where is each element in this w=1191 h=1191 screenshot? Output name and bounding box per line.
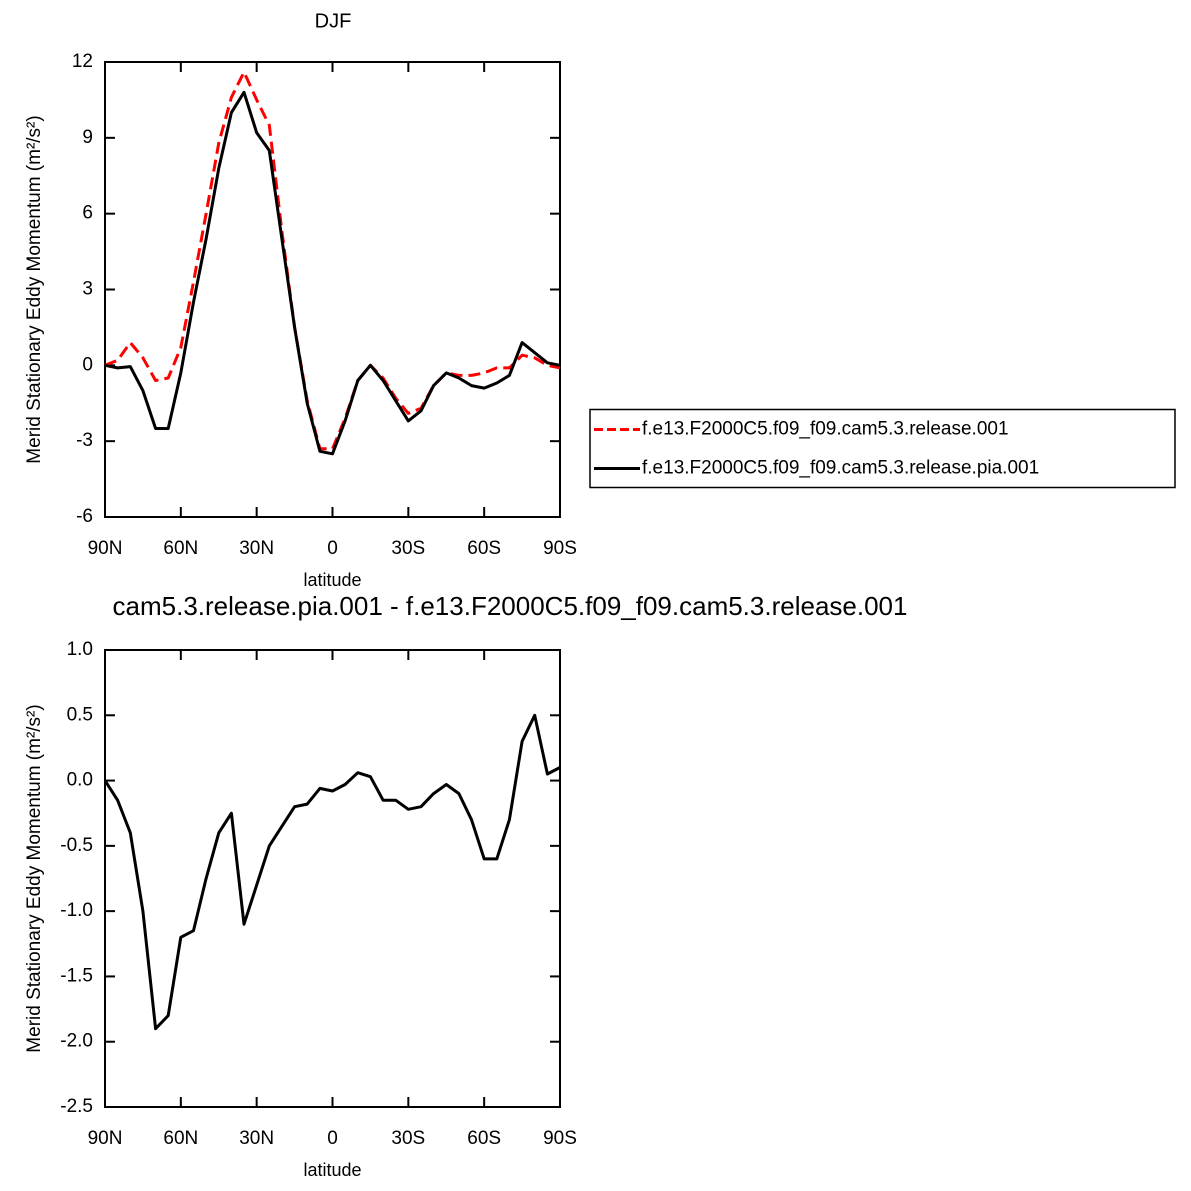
x-tick-label: 90N <box>88 538 123 559</box>
x-tick-label: 90S <box>543 1128 577 1149</box>
data-line <box>103 713 561 1031</box>
y-tick-label: 0 <box>82 354 93 375</box>
x-tick-label: 30N <box>239 1128 274 1149</box>
plot-frame <box>104 649 561 1108</box>
legend-box <box>589 408 1176 489</box>
y-tick-label: 1.0 <box>67 639 93 660</box>
data-line <box>104 90 561 456</box>
y-tick-label: 9 <box>82 127 93 148</box>
y-tick-label: -6 <box>76 506 93 527</box>
y-axis-label: Merid Stationary Eddy Momentum (m²/s²) <box>24 704 45 1052</box>
y-tick-label: -3 <box>76 430 93 451</box>
chart-title: DJF <box>315 10 352 32</box>
legend-label: f.e13.F2000C5.f09_f09.cam5.3.release.001 <box>642 419 1009 440</box>
y-tick-label: 3 <box>82 279 93 300</box>
plot-frame <box>104 61 561 518</box>
y-tick-label: -1.5 <box>60 965 93 986</box>
y-tick-label: 12 <box>72 51 93 72</box>
x-tick-label: 30N <box>239 538 274 559</box>
chart-title: cam5.3.release.pia.001 - f.e13.F2000C5.f… <box>113 591 908 621</box>
x-tick-label: 60S <box>467 1128 501 1149</box>
y-tick-label: -2.5 <box>60 1096 93 1117</box>
y-tick-label: -0.5 <box>60 835 93 856</box>
x-axis-label: latitude <box>303 1160 361 1180</box>
x-tick-label: 60S <box>467 538 501 559</box>
legend-label: f.e13.F2000C5.f09_f09.cam5.3.release.pia… <box>642 458 1039 479</box>
x-tick-label: 60N <box>163 1128 198 1149</box>
y-tick-label: -1.0 <box>60 900 93 921</box>
x-tick-label: 90S <box>543 538 577 559</box>
x-tick-label: 0 <box>327 538 338 559</box>
clip-group: Merid Stationary Eddy Momentum (m²/s²) <box>24 704 45 1052</box>
x-tick-label: 90N <box>88 1128 123 1149</box>
x-tick-label: 30S <box>391 1128 425 1149</box>
x-axis-label: latitude <box>303 570 361 590</box>
y-tick-label: 0.5 <box>67 704 93 725</box>
y-tick-label: -2.0 <box>60 1031 93 1052</box>
data-line <box>104 70 561 451</box>
y-axis-label: Merid Stationary Eddy Momentum (m²/s²) <box>24 115 45 463</box>
y-tick-label: 6 <box>82 203 93 224</box>
x-tick-label: 30S <box>391 538 425 559</box>
y-tick-label: 0.0 <box>67 770 93 791</box>
x-tick-label: 60N <box>163 538 198 559</box>
x-tick-label: 0 <box>327 1128 338 1149</box>
